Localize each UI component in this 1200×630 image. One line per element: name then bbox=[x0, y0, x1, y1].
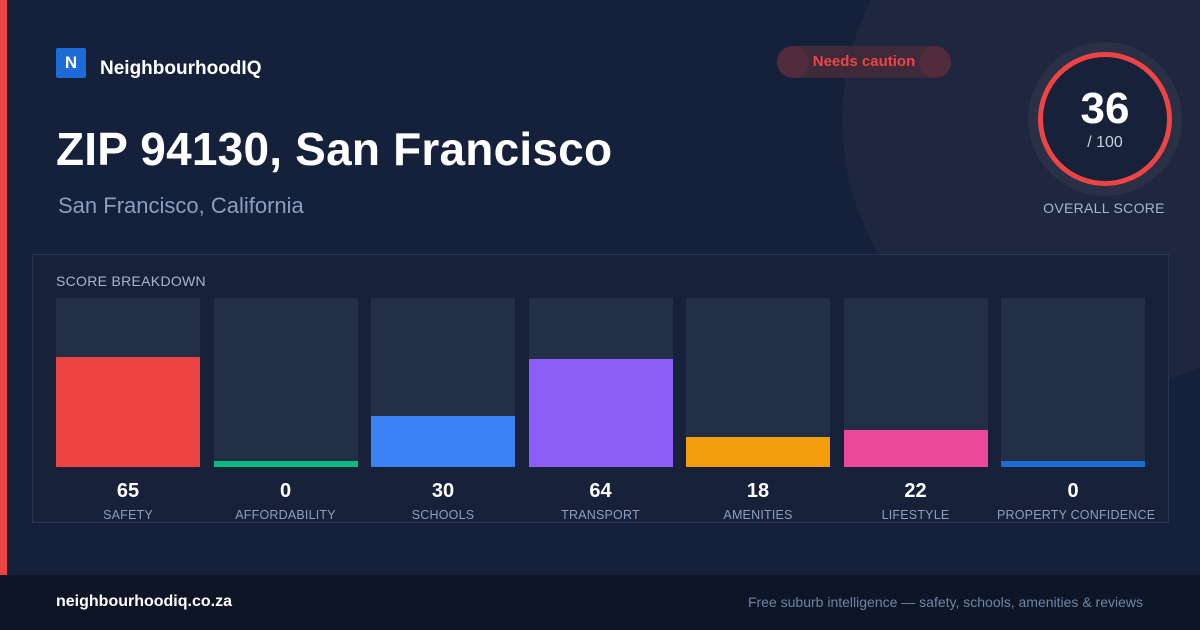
score-breakdown-panel: SCORE BREAKDOWN 65 SAFETY 0 AFFORDABILITY 30… bbox=[32, 254, 1169, 523]
bar-transport bbox=[528, 358, 673, 467]
accent-bar bbox=[0, 0, 7, 575]
bar-column-property-confidence: 0 PROPERTY CONFIDENCE bbox=[997, 298, 1155, 522]
page-title: ZIP 94130, San Francisco bbox=[56, 123, 613, 175]
brand[interactable]: N NeighbourhoodIQ bbox=[56, 46, 261, 80]
overall-score-label: OVERALL SCORE bbox=[1043, 200, 1165, 216]
bar-value-transport: 64 bbox=[589, 480, 612, 502]
bar-value-amenities: 18 bbox=[746, 480, 770, 502]
bar-label-schools: SCHOOLS bbox=[411, 508, 475, 522]
bar-track-schools bbox=[371, 298, 515, 467]
bar-value-affordability: 0 bbox=[279, 480, 292, 502]
bar-safety bbox=[56, 357, 200, 467]
bar-value-safety: 65 bbox=[116, 480, 140, 502]
breakdown-title: SCORE BREAKDOWN bbox=[56, 273, 206, 289]
bar-column-safety: 65 SAFETY bbox=[56, 298, 200, 522]
bar-column-schools: 30 SCHOOLS bbox=[371, 298, 515, 522]
bar-schools bbox=[371, 416, 515, 467]
overall-score-gauge: 36 / 100 bbox=[1028, 42, 1182, 196]
footer-tagline: Free suburb intelligence — safety, schoo… bbox=[747, 594, 1143, 610]
bar-label-affordability: AFFORDABILITY bbox=[235, 508, 336, 522]
brand-name: NeighbourhoodIQ bbox=[100, 58, 262, 79]
bar-track-property-confidence bbox=[1001, 298, 1145, 467]
bar-affordability bbox=[213, 461, 358, 467]
location-subtitle: San Francisco, California bbox=[58, 193, 304, 218]
logo-icon: N bbox=[56, 48, 86, 78]
bar-column-lifestyle: 22 LIFESTYLE bbox=[843, 298, 988, 522]
bar-amenities bbox=[686, 436, 830, 467]
status-badge: Needs caution bbox=[777, 46, 951, 78]
footer-site-link[interactable]: neighbourhoodiq.co.za bbox=[56, 593, 232, 610]
bar-track-safety bbox=[56, 298, 200, 467]
bar-label-lifestyle: LIFESTYLE bbox=[881, 508, 950, 522]
bar-property-confidence bbox=[1001, 461, 1145, 467]
bar-track-amenities bbox=[686, 298, 830, 467]
score-breakdown-chart: 65 SAFETY 0 AFFORDABILITY 30 SCHOOLS 64 TRANSPO… bbox=[56, 298, 1155, 522]
bar-track-lifestyle bbox=[843, 298, 988, 467]
bar-column-affordability: 0 AFFORDABILITY bbox=[213, 298, 358, 522]
overall-score-value: 36 bbox=[1080, 84, 1130, 133]
bar-label-transport: TRANSPORT bbox=[561, 508, 640, 522]
status-badge-text: Needs caution bbox=[812, 53, 916, 70]
bar-lifestyle bbox=[843, 429, 988, 467]
bar-value-schools: 30 bbox=[431, 480, 455, 502]
score-ring bbox=[1038, 52, 1172, 186]
footer: neighbourhoodiq.co.za Free suburb intell… bbox=[0, 575, 1200, 630]
bar-value-lifestyle: 22 bbox=[904, 480, 927, 502]
bar-value-property-confidence: 0 bbox=[1067, 480, 1079, 502]
bar-column-transport: 64 TRANSPORT bbox=[528, 298, 673, 522]
bar-track-transport bbox=[528, 298, 673, 467]
bar-column-amenities: 18 AMENITIES bbox=[686, 298, 830, 522]
bar-label-property-confidence: PROPERTY CONFIDENCE bbox=[997, 508, 1156, 522]
bar-track-affordability bbox=[213, 298, 358, 467]
bar-label-amenities: AMENITIES bbox=[723, 508, 793, 522]
bar-label-safety: SAFETY bbox=[103, 508, 153, 522]
overall-score-max: / 100 bbox=[1087, 134, 1123, 151]
